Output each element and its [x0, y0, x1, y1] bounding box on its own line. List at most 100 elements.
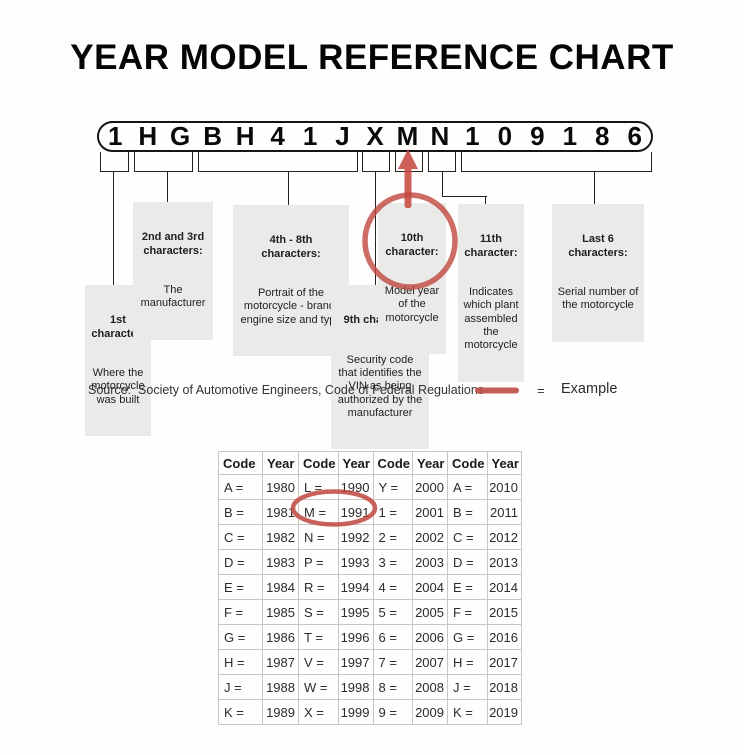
table-row: B = 1981 M = 1991 1 = 2001 B = 2011 — [218, 499, 522, 525]
code-cell: K = — [447, 699, 488, 725]
code-cell: 6 = — [372, 624, 413, 650]
code-cell: H = — [218, 649, 263, 675]
code-cell: 5 = — [372, 599, 413, 625]
connector-last-6-chars — [594, 171, 595, 204]
code-cell: 3 = — [372, 549, 413, 575]
year-cell: 2012 — [486, 524, 522, 550]
table-row: A = 1980 L = 1990 Y = 2000 A = 2010 — [218, 474, 522, 500]
table-header-cell: Code — [447, 451, 488, 475]
bracket-char-9 — [362, 152, 390, 172]
bracket-char-1 — [100, 152, 129, 172]
bracket-chars-2-3 — [134, 152, 193, 172]
year-cell: 1981 — [262, 499, 299, 525]
year-cell: 2000 — [412, 474, 448, 500]
code-cell: D = — [447, 549, 488, 575]
table-row: C = 1982 N = 1992 2 = 2002 C = 2012 — [218, 524, 522, 550]
callout-chars-2-3-body: The manufacturer — [140, 284, 206, 310]
connector-char-11-elbow — [442, 171, 487, 197]
code-cell: F = — [447, 599, 488, 625]
code-cell: G = — [447, 624, 488, 650]
callout-chars-4-8-heading: 4th - 8th characters: — [261, 234, 321, 260]
code-cell: N = — [298, 524, 339, 550]
page-title: YEAR MODEL REFERENCE CHART — [70, 38, 674, 77]
year-cell: 1995 — [337, 599, 374, 625]
bracket-last-6-chars — [461, 152, 652, 172]
year-cell: 1988 — [262, 674, 299, 700]
table-header-cell: Code — [298, 451, 339, 475]
year-code-table-head: Code Year Code Year Code Year Code Year — [218, 451, 522, 475]
year-cell: 1990 — [337, 474, 374, 500]
year-cell: 1983 — [262, 549, 299, 575]
callout-char-11-heading: 11th character: — [464, 233, 518, 259]
year-cell: 2006 — [412, 624, 448, 650]
bracket-char-10 — [395, 152, 423, 172]
vin-character: 0 — [497, 121, 513, 151]
vin-character: 9 — [530, 121, 545, 151]
callout-chars-4-8: 4th - 8th characters: Portrait of the mo… — [233, 205, 349, 357]
vin-character: B — [203, 121, 223, 151]
vin-character: 1 — [108, 121, 123, 151]
code-cell: 1 = — [372, 499, 413, 525]
callout-char-11: 11th character: Indicates which plant as… — [458, 204, 524, 382]
table-row: H = 1987 V = 1997 7 = 2007 H = 2017 — [218, 649, 522, 675]
code-cell: J = — [447, 674, 488, 700]
vin-character: H — [138, 121, 158, 151]
callout-chars-2-3-heading: 2nd and 3rd characters: — [141, 231, 205, 257]
year-code-table: Code Year Code Year Code Year Code Year A = 1980… — [218, 451, 522, 725]
callout-last-6-body: Serial number of the motorcycle — [557, 286, 639, 312]
callout-chars-4-8-body: Portrait of the motorcycle - brand, engi… — [240, 287, 342, 326]
table-header-cell: Code — [372, 451, 413, 475]
connector-char-9 — [375, 171, 376, 285]
table-row: G = 1986 T = 1996 6 = 2006 G = 2016 — [218, 624, 522, 650]
callout-last-6-chars: Last 6 characters: Serial number of the … — [552, 204, 644, 343]
code-cell: F = — [218, 599, 263, 625]
year-cell: 1982 — [262, 524, 299, 550]
year-cell: 1993 — [337, 549, 374, 575]
year-cell: 2014 — [486, 574, 522, 600]
table-row: E = 1984 R = 1994 4 = 2004 E = 2014 — [218, 574, 522, 600]
year-cell: 2009 — [412, 699, 448, 725]
code-cell: 9 = — [372, 699, 413, 725]
table-row: J = 1988 W = 1998 8 = 2008 J = 2018 — [218, 674, 522, 700]
bracket-char-11 — [428, 152, 456, 172]
code-cell: C = — [218, 524, 263, 550]
vin-character: 1 — [302, 121, 318, 151]
vin-character: 1 — [465, 121, 480, 151]
table-row: K = 1989 X = 1999 9 = 2009 K = 2019 — [218, 699, 522, 725]
callout-char-10-heading: 10th character: — [385, 232, 439, 258]
callout-chars-2-3: 2nd and 3rd characters: The manufacturer — [133, 202, 213, 341]
table-header-row: Code Year Code Year Code Year Code Year — [218, 451, 522, 475]
code-cell: P = — [298, 549, 339, 575]
year-cell: 2002 — [412, 524, 448, 550]
code-cell: G = — [218, 624, 263, 650]
code-cell: B = — [218, 499, 263, 525]
vin-character: 1 — [562, 121, 578, 151]
callout-char-10-body: Model year of the motorcycle — [384, 285, 440, 324]
table-header-cell: Year — [486, 451, 522, 475]
year-cell: 2004 — [412, 574, 448, 600]
vin-character: H — [235, 121, 255, 151]
code-cell: 7 = — [372, 649, 413, 675]
vin-character: N — [430, 121, 450, 151]
year-cell: 1997 — [337, 649, 374, 675]
code-cell: V = — [298, 649, 339, 675]
callout-char-9-body: Security code that identifies the VIN as… — [337, 354, 423, 419]
vin-character: J — [335, 121, 350, 151]
code-cell: A = — [447, 474, 488, 500]
year-cell: 2018 — [486, 674, 522, 700]
year-cell: 1994 — [337, 574, 374, 600]
code-cell: T = — [298, 624, 339, 650]
year-cell: 2019 — [486, 699, 522, 725]
code-cell: A = — [218, 474, 263, 500]
source-text: Source: Society of Automotive Engineers,… — [88, 383, 485, 397]
equals-sign: = — [537, 383, 545, 398]
table-row: F = 1985 S = 1995 5 = 2005 F = 2015 — [218, 599, 522, 625]
year-cell: 1991 — [337, 499, 374, 525]
year-cell: 1984 — [262, 574, 299, 600]
connector-chars-2-3 — [167, 171, 168, 202]
code-cell: E = — [218, 574, 263, 600]
code-cell: C = — [447, 524, 488, 550]
code-cell: M = — [298, 499, 339, 525]
table-header-cell: Year — [412, 451, 448, 475]
code-cell: 8 = — [372, 674, 413, 700]
